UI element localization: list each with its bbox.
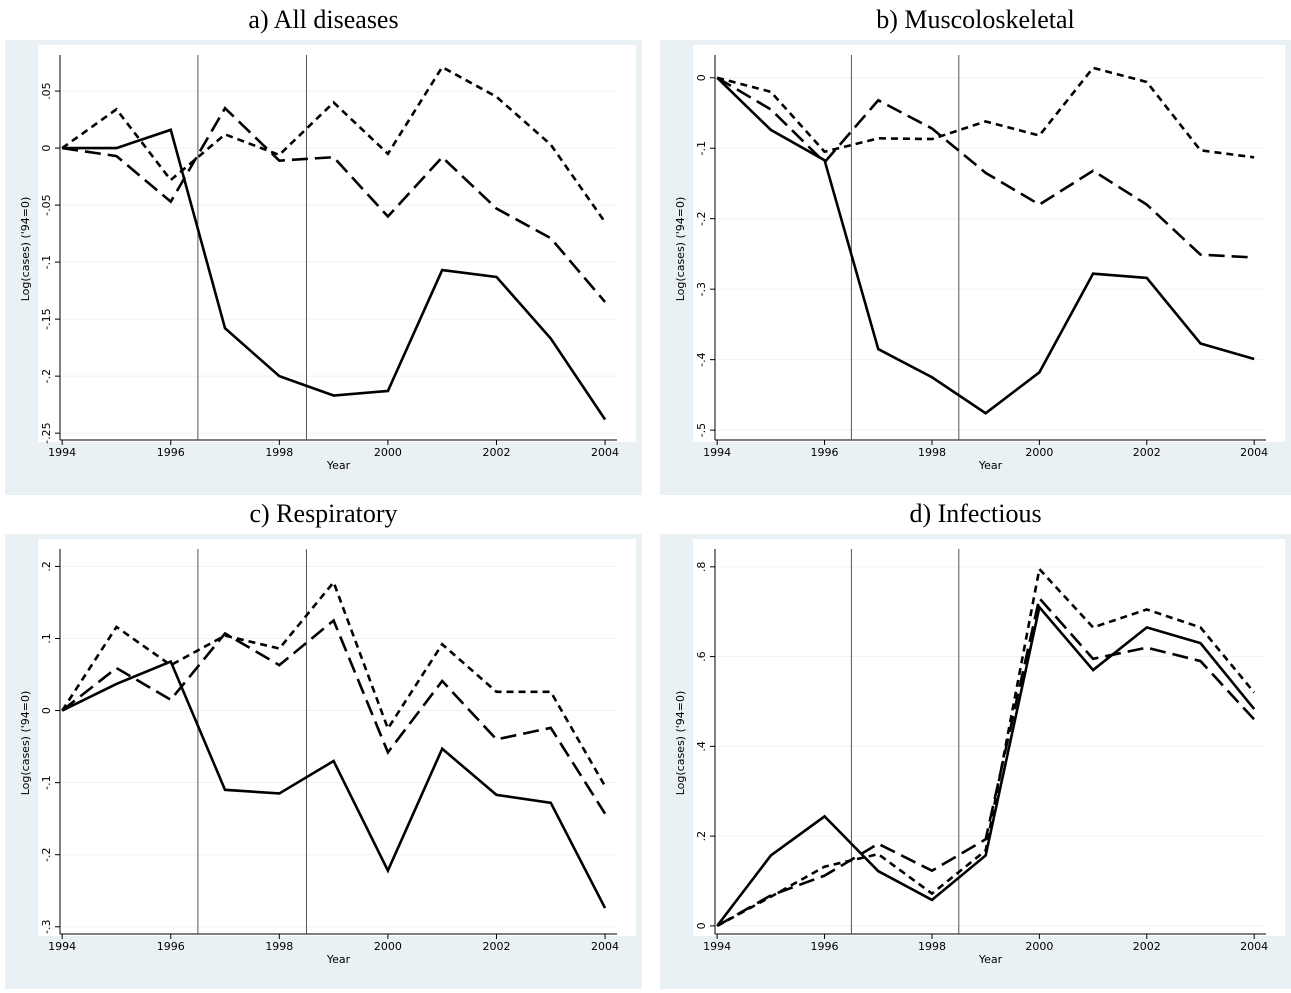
x-axis-label: Year (978, 459, 1003, 472)
y-tick-label: 0 (695, 922, 708, 929)
y-tick-label: 0 (40, 707, 53, 714)
x-tick-label: 1994 (48, 446, 76, 459)
panel: 0 -.1 -.2 -.3 -.4 -.5 1994 1996 1998 2000 2002 2004… (660, 40, 1291, 495)
chart-title: c) Respiratory (249, 499, 397, 528)
y-tick-label: .4 (695, 741, 708, 752)
x-tick-label: 1996 (157, 446, 185, 459)
series-line (61, 659, 607, 909)
series-line (716, 66, 1255, 159)
x-tick-label: 1994 (703, 940, 731, 953)
x-tick-label: 2000 (1025, 940, 1053, 953)
x-tick-label: 2002 (482, 446, 510, 459)
x-tick-label: 2004 (591, 446, 619, 459)
y-tick-label: 0 (40, 145, 53, 152)
x-tick-label: 1998 (265, 940, 293, 953)
y-axis-label: Log(cases) ('94=0) (19, 691, 32, 796)
y-tick-label: -.1 (695, 141, 708, 155)
y-tick-label: -.25 (40, 422, 53, 443)
series-line (716, 595, 1256, 928)
y-axis-label: Log(cases) ('94=0) (674, 691, 687, 796)
series-line (716, 604, 1256, 927)
y-tick-label: -.05 (40, 194, 53, 215)
x-tick-label: 2000 (374, 446, 402, 459)
y-tick-label: -.1 (40, 255, 53, 269)
y-tick-label: .2 (695, 831, 708, 842)
series-line (716, 76, 1255, 415)
x-tick-label: 2004 (1240, 940, 1268, 953)
plot-area (38, 539, 636, 936)
x-tick-label: 2004 (591, 940, 619, 953)
y-tick-label: -.3 (695, 282, 708, 296)
series-line (716, 566, 1256, 928)
x-tick-label: 1996 (811, 940, 839, 953)
chart-title: b) Muscoloskeletal (876, 5, 1075, 34)
y-tick-label: .1 (40, 633, 53, 644)
series-line (716, 76, 1255, 259)
y-tick-label: -.1 (40, 775, 53, 789)
chart-title: d) Infectious (909, 499, 1041, 528)
series-line (62, 128, 607, 421)
x-tick-label: 1996 (811, 446, 839, 459)
y-tick-label: .2 (40, 561, 53, 572)
y-tick-label: .6 (695, 651, 708, 662)
y-axis-label: Log(cases) ('94=0) (19, 197, 32, 302)
x-tick-label: 2002 (482, 940, 510, 953)
x-axis-label: Year (978, 953, 1003, 966)
x-tick-label: 1998 (265, 446, 293, 459)
y-tick-label: -.2 (40, 369, 53, 383)
plot-area (693, 45, 1285, 442)
plot-area (693, 539, 1285, 936)
y-tick-label: -.4 (695, 352, 708, 366)
y-tick-label: .8 (695, 562, 708, 573)
panel: .05 0 -.05 -.1 -.15 -.2 -.25 1994 1996 1998 2000 20… (5, 40, 642, 495)
series-line (61, 106, 607, 303)
series-line (61, 618, 607, 815)
x-tick-label: 1994 (48, 940, 76, 953)
chart-title: a) All diseases (248, 5, 398, 34)
y-tick-label: -.15 (40, 308, 53, 329)
y-tick-label: -.2 (695, 211, 708, 225)
y-tick-label: -.3 (40, 920, 53, 934)
series-line (61, 65, 607, 223)
x-tick-label: 1998 (918, 940, 946, 953)
x-tick-label: 1996 (157, 940, 185, 953)
x-tick-label: 2000 (374, 940, 402, 953)
x-tick-label: 2000 (1025, 446, 1053, 459)
y-tick-label: -.2 (40, 847, 53, 861)
y-tick-label: -.5 (695, 423, 708, 437)
y-tick-label: 0 (695, 74, 708, 81)
x-tick-label: 2002 (1133, 446, 1161, 459)
x-tick-label: 2004 (1240, 446, 1268, 459)
x-axis-label: Year (326, 459, 351, 472)
y-axis-label: Log(cases) ('94=0) (674, 197, 687, 302)
panel: 0 .2 .4 .6 .8 1994 1996 1998 2000 2002 2004 Year Log… (660, 534, 1291, 989)
x-tick-label: 1994 (703, 446, 731, 459)
y-tick-label: .05 (40, 82, 53, 100)
x-tick-label: 1998 (918, 446, 946, 459)
panel: .2 .1 0 -.1 -.2 -.3 1994 1996 1998 2000 2002 2004 Ye… (5, 534, 642, 989)
x-tick-label: 2002 (1133, 940, 1161, 953)
x-axis-label: Year (326, 953, 351, 966)
